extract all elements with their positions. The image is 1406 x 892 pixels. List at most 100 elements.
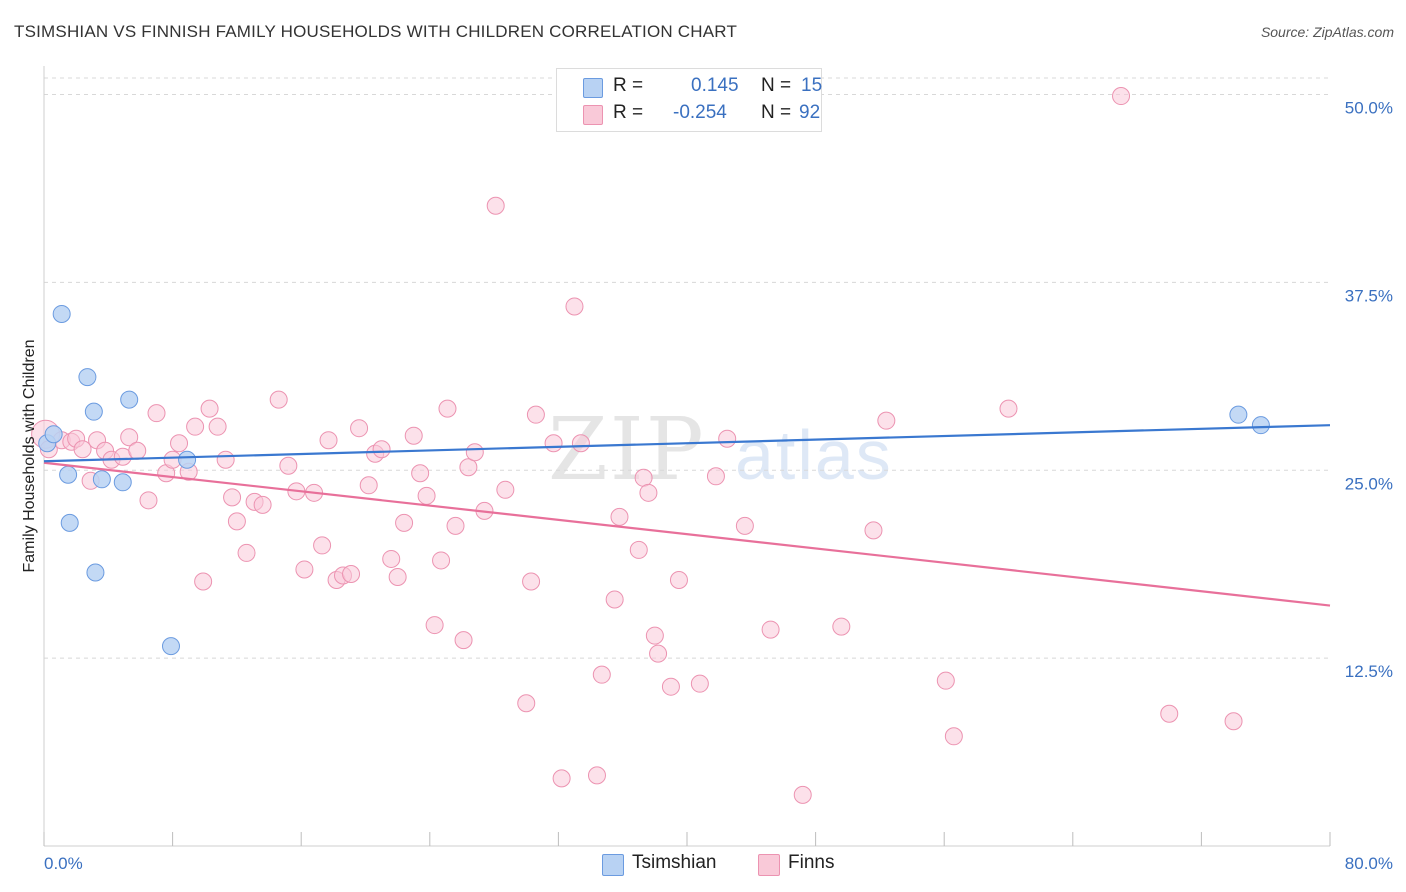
tsimshian-point <box>120 390 139 409</box>
finns-point <box>864 521 883 540</box>
finns-point <box>877 411 896 430</box>
finns-point <box>629 540 648 559</box>
tsimshian-r-value: 0.145 <box>691 75 739 96</box>
finns-point <box>382 549 401 568</box>
tsimshian-point <box>52 304 71 323</box>
finns-swatch <box>583 105 603 125</box>
y-tick-label: 25.0% <box>1345 474 1393 493</box>
watermark-zip: ZIP <box>548 400 706 500</box>
finns-point <box>186 417 205 436</box>
finns-point <box>425 616 444 635</box>
finns-point <box>139 491 158 510</box>
finns-point <box>592 665 611 684</box>
tsimshian-points <box>38 304 1270 656</box>
finns-point <box>395 513 414 532</box>
finns-point <box>706 467 725 486</box>
finns-point <box>404 426 423 445</box>
tsimshian-point <box>92 470 111 489</box>
finns-point <box>526 405 545 424</box>
finns-point <box>269 390 288 409</box>
finns-point <box>454 631 473 650</box>
finns-point <box>438 399 457 418</box>
tsimshian-point <box>86 563 105 582</box>
finns-point <box>718 429 737 448</box>
finns-point <box>295 560 314 579</box>
finns-point <box>565 297 584 316</box>
x-tick-label: 0.0% <box>44 854 83 873</box>
finns-point <box>587 766 606 785</box>
tsimshian-trend-line <box>43 424 1331 463</box>
y-tick-label: 50.0% <box>1345 99 1393 118</box>
finns-point <box>128 441 147 460</box>
tsimshian-point <box>161 637 180 656</box>
finns-point <box>73 440 92 459</box>
finns-point <box>571 434 590 453</box>
finns-point <box>486 196 505 215</box>
finns-point <box>237 543 256 562</box>
tsimshian-r-label: R = <box>613 75 644 96</box>
finns-points <box>31 87 1243 804</box>
tsimshian-point <box>113 473 132 492</box>
finns-point <box>342 564 361 583</box>
tsimshian-point <box>59 465 78 484</box>
y-axis-label: Family Households with Children <box>21 340 38 573</box>
finns-n-value: 92 <box>799 102 821 123</box>
finns-point <box>279 456 298 475</box>
y-tick-label: 12.5% <box>1345 662 1393 681</box>
finns-point <box>432 551 451 570</box>
bottom-finns-swatch <box>758 854 780 876</box>
finns-point <box>388 567 407 586</box>
source-label: Source: ZipAtlas.com <box>1260 24 1394 40</box>
finns-point <box>170 434 189 453</box>
finns-point <box>605 590 624 609</box>
tsimshian-point <box>1251 416 1270 435</box>
tsimshian-n-value: 15 <box>801 75 823 96</box>
bottom-tsimshian-swatch <box>602 854 624 876</box>
finns-point <box>319 431 338 450</box>
finns-point <box>120 428 139 447</box>
finns-point <box>208 417 227 436</box>
finns-point <box>446 516 465 535</box>
finns-point <box>793 785 812 804</box>
finns-point <box>639 483 658 502</box>
finns-point <box>517 694 536 713</box>
finns-point <box>465 443 484 462</box>
finns-point <box>761 620 780 639</box>
x-tick-label: 80.0% <box>1345 854 1393 873</box>
bottom-tsimshian-label: Tsimshian <box>632 852 717 873</box>
y-tick-label: 37.5% <box>1345 286 1393 305</box>
finns-point <box>1224 712 1243 731</box>
finns-point <box>313 536 332 555</box>
tsimshian-point <box>178 450 197 469</box>
finns-r-value: -0.254 <box>673 102 727 123</box>
finns-point <box>223 488 242 507</box>
finns-point <box>552 769 571 788</box>
finns-point <box>544 434 563 453</box>
tsimshian-swatch <box>583 78 603 98</box>
finns-point <box>690 674 709 693</box>
finns-point <box>649 644 668 663</box>
tsimshian-point <box>60 513 79 532</box>
finns-point <box>669 570 688 589</box>
bottom-finns-label: Finns <box>788 852 835 873</box>
finns-point <box>417 486 436 505</box>
tsimshian-point <box>84 402 103 421</box>
finns-n-label: N = <box>761 102 792 123</box>
finns-point <box>610 507 629 526</box>
finns-point <box>634 468 653 487</box>
finns-point <box>253 495 272 514</box>
finns-point <box>411 464 430 483</box>
finns-trend-line <box>43 461 1331 607</box>
finns-point <box>459 458 478 477</box>
finns-point <box>735 516 754 535</box>
finns-point <box>147 404 166 423</box>
trend-lines <box>43 424 1331 607</box>
finns-point <box>350 419 369 438</box>
watermark: ZIP atlas <box>548 400 893 500</box>
finns-point <box>1160 704 1179 723</box>
finns-point <box>661 677 680 696</box>
finns-point <box>194 572 213 591</box>
finns-point <box>227 512 246 531</box>
watermark-atlas: atlas <box>734 416 893 494</box>
